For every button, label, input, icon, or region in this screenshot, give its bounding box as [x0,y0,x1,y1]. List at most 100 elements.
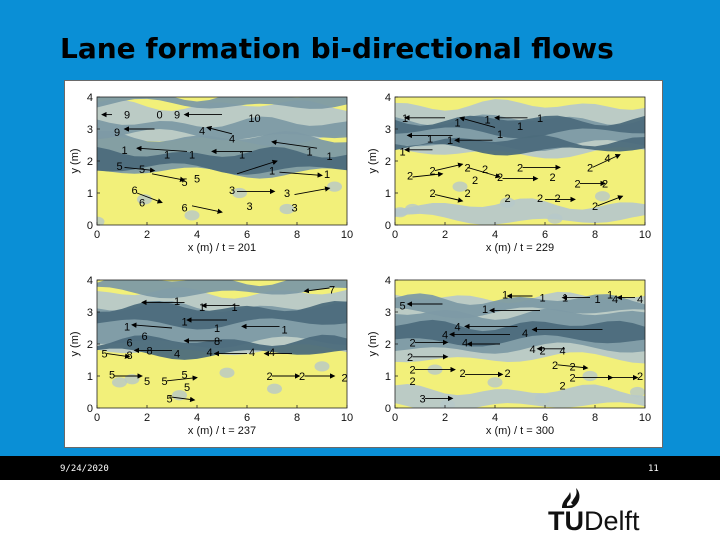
x-tick-label: 8 [294,229,300,241]
x-axis-label: x (m) / t = 201 [188,242,256,254]
contour-region [395,198,645,225]
group-label: 5 [184,382,190,394]
group-label: 5 [144,376,150,388]
y-tick-label: 3 [87,307,93,319]
contour-region [279,203,295,215]
group-label: 9 [114,127,120,139]
flow-arrow [592,154,621,168]
flow-arrow [166,375,198,382]
contour-region [595,191,610,202]
group-label: 1 [607,289,613,301]
group-label: 4 [462,337,468,349]
group-label: 2 [574,178,580,190]
group-label: 4 [206,347,212,359]
flame-icon [562,488,580,508]
flow-arrow [236,159,278,175]
y-tick-label: 0 [87,403,93,415]
flow-arrow [151,173,186,182]
y-tick-label: 3 [385,307,391,319]
y-tick-label: 1 [385,188,391,200]
group-label: 2 [429,188,435,200]
group-label: 1 [231,302,237,314]
group-label: 7 [329,285,335,297]
flow-arrow [131,322,173,329]
flow-arrow [124,166,156,173]
logo-delft: Delft [584,506,640,536]
flow-arrow [294,186,331,196]
x-tick-label: 4 [194,412,200,424]
x-tick-label: 0 [94,229,100,241]
group-label: 2 [592,201,598,213]
group-label: 3 [291,202,297,214]
x-axis-label: x (m) / t = 237 [188,425,256,437]
group-label: 2 [504,368,510,380]
flow-arrow [271,139,318,149]
group-label: 1 [124,321,130,333]
y-tick-label: 1 [87,188,93,200]
contour-region [232,187,247,199]
group-label: 1 [447,135,453,147]
group-label: 9 [124,110,130,122]
group-label: 1 [306,146,312,158]
x-tick-label: 10 [341,229,353,241]
flow-arrow [206,125,233,135]
contour-region [184,210,200,221]
group-label: 1 [214,323,220,335]
x-tick-label: 6 [244,229,250,241]
y-tick-label: 0 [87,220,93,232]
y-tick-label: 0 [385,220,391,232]
group-label: 3 [229,185,235,197]
group-label: 1 [454,118,460,130]
group-label: 4 [249,347,255,359]
tu-delft-logo: TUDelft [548,484,668,540]
density-field [97,280,347,408]
group-label: 2 [407,170,413,182]
contour-region [395,319,645,347]
y-tick-label: 1 [385,371,391,383]
contour-region [395,207,408,218]
x-tick-label: 6 [244,412,250,424]
density-field [395,280,645,408]
contour-region [97,97,347,109]
x-tick-label: 2 [442,412,448,424]
x-axis-label: x (m) / t = 229 [486,242,554,254]
x-tick-label: 0 [392,229,398,241]
x-tick-label: 4 [492,229,498,241]
group-label: 1 [121,145,127,157]
x-tick-label: 8 [592,412,598,424]
flow-arrow [557,364,589,371]
x-tick-label: 2 [144,229,150,241]
group-label: 2 [459,368,465,380]
group-label: 2 [552,360,558,372]
group-label: 8 [146,345,152,357]
group-label: 2 [537,193,543,205]
group-label: 2 [299,371,305,383]
y-tick-label: 2 [87,339,93,351]
flow-arrow [106,353,131,359]
figure-frame: 0 2 4 6 8 10 0 1 2 3 4 x (m) / t = 201 y (m) 9 0 9 10 9 4 4… [64,80,663,448]
y-tick-label: 4 [385,92,391,104]
group-label: 1 [269,166,275,178]
group-label: 2 [409,376,415,388]
x-axis-label: x (m) / t = 300 [486,425,554,437]
contour-region [395,115,645,139]
group-label: 6 [139,198,145,210]
contour-region [535,393,550,404]
group-label: 3 [246,201,252,213]
contour-region [314,361,330,372]
group-label: 4 [612,294,618,306]
group-label: 2 [549,172,555,184]
contour-region [395,384,645,408]
group-label: 1 [199,302,205,314]
group-label: 1 [174,296,180,308]
contour-region [97,216,105,225]
x-tick-label: 4 [194,229,200,241]
group-label: 5 [166,393,172,405]
x-tick-label: 4 [492,412,498,424]
group-label: 6 [131,185,137,197]
group-label: 1 [164,150,170,162]
group-label: 2 [482,164,488,176]
x-tick-label: 2 [442,229,448,241]
